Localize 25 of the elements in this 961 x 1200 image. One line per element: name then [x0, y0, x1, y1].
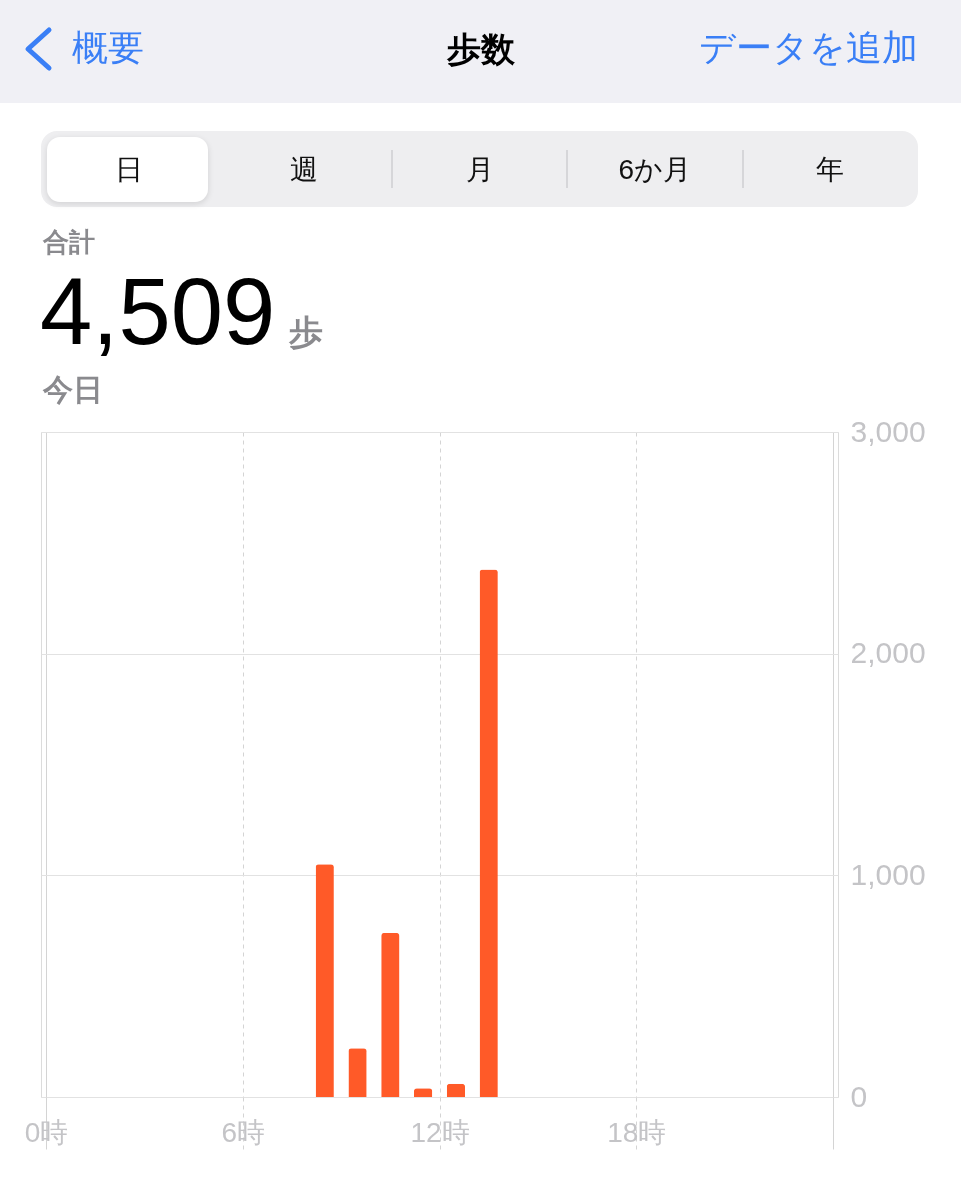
chart-title: 歩数	[446, 30, 515, 68]
text: データを追加	[699, 27, 918, 68]
y-tick-label: 3,000	[850, 414, 926, 448]
text: 合計	[43, 227, 95, 257]
x-tick-label: 0時	[24, 1116, 69, 1148]
y-tick-label: 0	[850, 1079, 868, 1113]
bar	[381, 932, 400, 1097]
x-tick-label: 6時	[221, 1116, 266, 1148]
y-tick-label: 1,000	[850, 857, 926, 891]
text: 歩	[289, 312, 324, 353]
bar	[479, 569, 498, 1097]
bar	[315, 864, 334, 1097]
x-tick-label: 18時	[607, 1116, 667, 1148]
text: 4,509	[40, 259, 276, 364]
text: 6か月	[617, 153, 693, 187]
text: 年	[815, 153, 846, 187]
text: 月	[464, 153, 495, 187]
text: 今日	[43, 373, 103, 407]
x-tick-label: 12時	[410, 1116, 470, 1148]
text: 概要	[72, 27, 144, 68]
bar	[446, 1083, 466, 1097]
y-tick-label: 2,000	[850, 636, 926, 670]
text: 週	[289, 153, 320, 187]
bar	[348, 1048, 367, 1097]
text: 日	[113, 153, 144, 187]
